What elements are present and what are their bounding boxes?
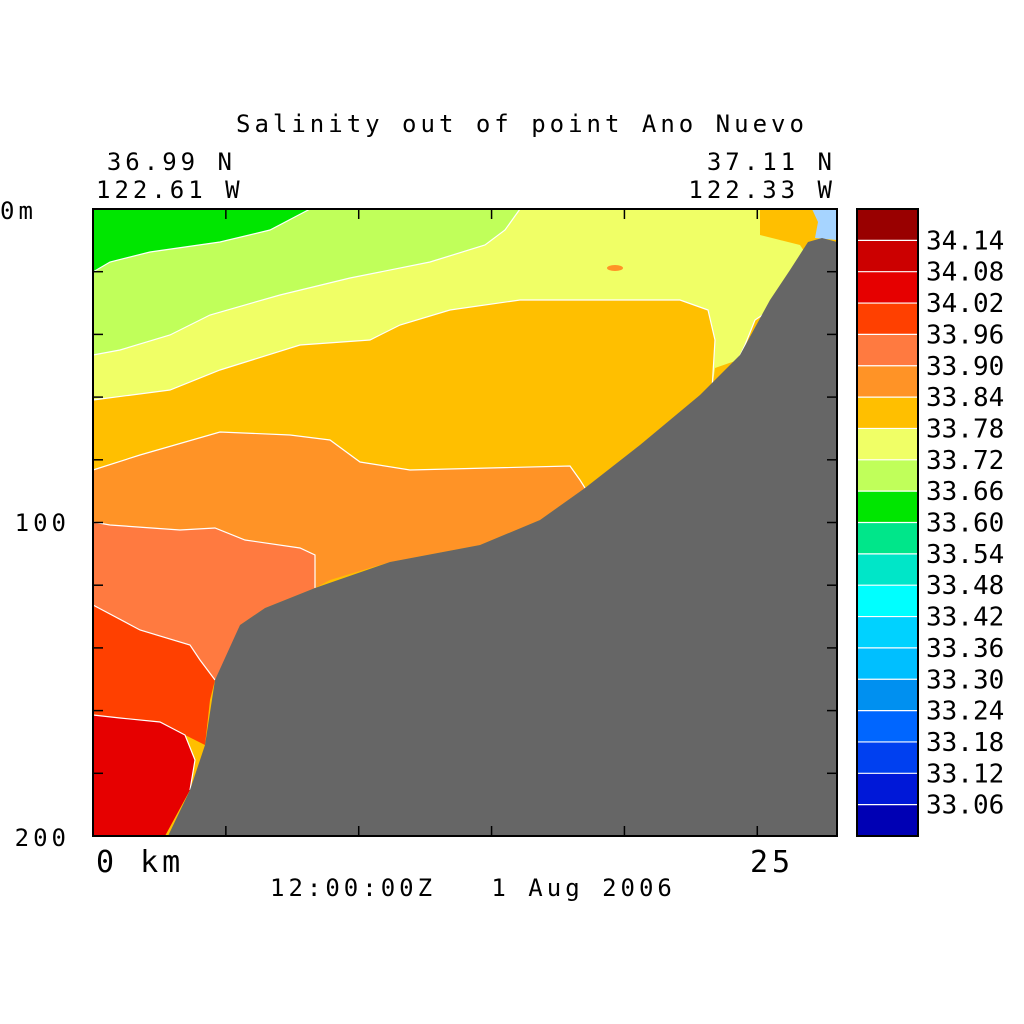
y-top-label: 0m — [0, 197, 37, 225]
colorbar-swatch — [857, 209, 918, 241]
colorbar-swatch — [857, 397, 918, 429]
colorbar-label: 33.12 — [926, 759, 1004, 789]
colorbar-swatch — [857, 616, 918, 649]
colorbar-swatch — [857, 585, 918, 618]
colorbar-label: 33.30 — [926, 665, 1004, 695]
colorbar-swatch — [857, 679, 918, 712]
colorbar-swatch — [857, 365, 918, 398]
field-salmon — [93, 522, 315, 680]
field-orange — [93, 432, 585, 588]
field-red-orange — [93, 605, 215, 745]
colorbar-label: 34.08 — [926, 258, 1004, 288]
colorbar-label: 33.84 — [926, 383, 1004, 413]
x-tick-label-0: 0 km — [96, 845, 185, 880]
field-green — [93, 209, 310, 272]
land-mask — [168, 238, 837, 836]
colorbar-swatch — [857, 459, 918, 492]
colorbar-label: 34.02 — [926, 289, 1004, 319]
colorbar-label: 33.96 — [926, 320, 1004, 350]
colorbar-swatch — [857, 710, 918, 743]
field-yellow — [93, 209, 810, 400]
colorbar-swatch — [857, 553, 918, 586]
timestamp: 12:00:00Z 1 Aug 2006 — [270, 874, 676, 902]
colorbar-swatch — [857, 741, 918, 774]
x-ticks — [225, 209, 759, 836]
left-latitude: 36.99 N — [106, 148, 236, 176]
field-red — [93, 715, 195, 836]
colorbar: 34.1434.0834.0233.9633.9033.8433.7833.72… — [856, 208, 1004, 837]
colorbar-label: 33.90 — [926, 352, 1004, 382]
field-orange-yellow-corner — [778, 209, 812, 242]
colorbar-swatch — [857, 303, 918, 335]
colorbar-label: 33.54 — [926, 540, 1004, 570]
contour-lines — [92, 208, 791, 791]
colorbar-swatch — [857, 522, 918, 555]
colorbar-label: 33.42 — [926, 603, 1004, 633]
salinity-field — [92, 208, 837, 836]
colorbar-label: 34.14 — [926, 226, 1004, 256]
colorbar-label: 33.24 — [926, 697, 1004, 727]
x-tick-label-25: 25 — [750, 845, 795, 880]
left-longitude: 122.61 W — [96, 176, 244, 204]
chart-title: Salinity out of point Ano Nuevo — [236, 110, 808, 138]
right-longitude: 122.33 W — [688, 176, 836, 204]
colorbar-swatch — [857, 334, 918, 367]
field-orange-spot — [607, 265, 623, 271]
colorbar-swatch — [857, 647, 918, 680]
colorbar-label: 33.18 — [926, 728, 1004, 758]
colorbar-label: 33.48 — [926, 571, 1004, 601]
right-latitude: 37.11 N — [706, 148, 836, 176]
colorbar-label: 33.36 — [926, 634, 1004, 664]
colorbar-label: 33.66 — [926, 477, 1004, 507]
y-tick-label-200: 200 — [14, 824, 70, 852]
colorbar-swatch — [857, 804, 918, 837]
colorbar-label: 33.06 — [926, 791, 1004, 821]
colorbar-label: 33.72 — [926, 446, 1004, 476]
colorbar-frame — [856, 208, 919, 837]
colorbar-swatch — [857, 773, 918, 806]
colorbar-label: 33.60 — [926, 509, 1004, 539]
colorbar-swatch — [857, 491, 918, 523]
colorbar-swatch — [857, 428, 918, 461]
field-light-green — [93, 209, 520, 355]
colorbar-swatch — [857, 240, 918, 273]
y-tick-label-100: 100 — [14, 509, 70, 537]
colorbar-swatch — [857, 271, 918, 304]
plot-frame — [92, 208, 838, 837]
field-light-blue-corner — [812, 209, 837, 240]
colorbar-label: 33.78 — [926, 414, 1004, 444]
y-ticks — [93, 270, 837, 775]
